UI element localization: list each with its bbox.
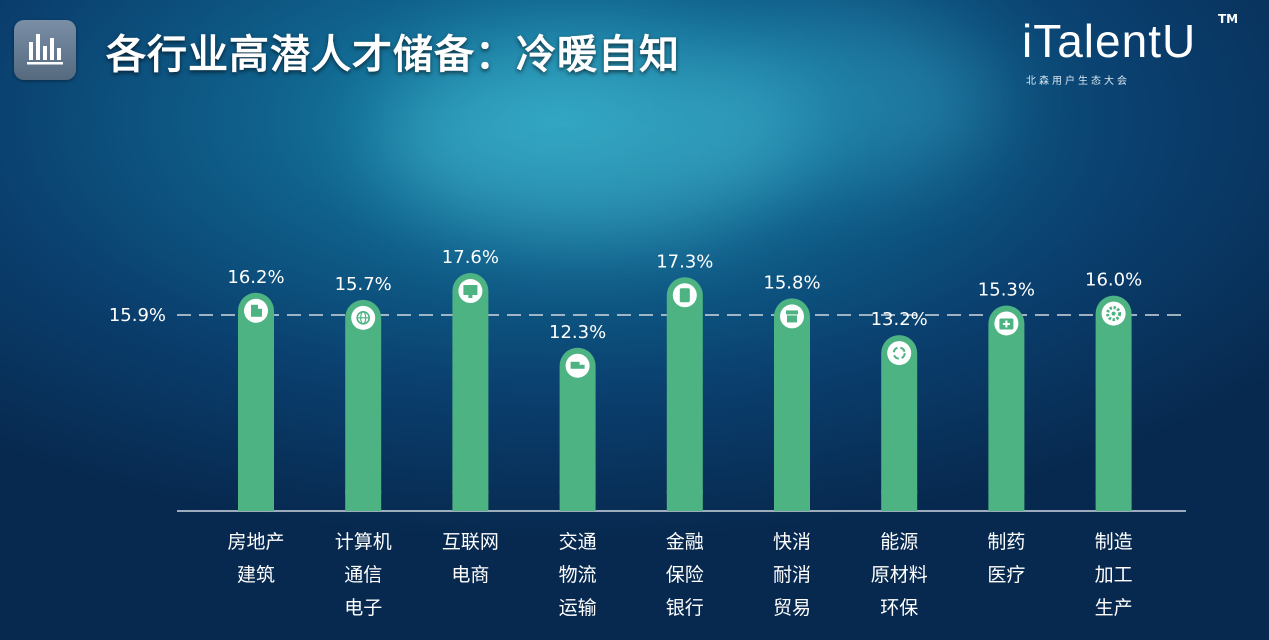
category-label: 能源 xyxy=(880,531,918,553)
value-label: 16.2% xyxy=(227,267,284,288)
money-icon xyxy=(672,283,697,308)
category-label: 加工 xyxy=(1095,564,1133,586)
recycle-icon xyxy=(887,341,912,366)
shop-icon xyxy=(780,304,804,329)
bar-base xyxy=(774,491,810,511)
category-label: 互联网 xyxy=(442,531,499,553)
bar xyxy=(988,305,1025,511)
category-label: 运输 xyxy=(559,597,597,619)
globe-icon xyxy=(351,305,376,330)
category-label: 制药 xyxy=(987,531,1025,553)
reference-label: 15.9% xyxy=(109,305,166,326)
bar xyxy=(666,277,703,511)
category-label: 电子 xyxy=(344,597,382,619)
category-label: 计算机 xyxy=(335,531,392,553)
value-label: 15.7% xyxy=(335,274,392,295)
value-label: 13.2% xyxy=(871,309,928,330)
category-label: 医疗 xyxy=(987,564,1025,586)
category-label: 交通 xyxy=(559,531,597,553)
value-label: 12.3% xyxy=(549,322,606,343)
truck-icon xyxy=(565,353,590,378)
page-title: 各行业高潜人才储备：冷暖自知 xyxy=(106,32,680,78)
bar-base xyxy=(881,491,918,511)
category-label: 耐消 xyxy=(773,564,811,586)
bar-base xyxy=(238,491,274,511)
bar-base xyxy=(988,491,1025,511)
bar xyxy=(238,292,274,511)
bar-base xyxy=(666,491,703,511)
category-label: 建筑 xyxy=(237,564,275,586)
bar-base xyxy=(559,491,596,511)
brand-name: iTalentU xyxy=(1022,15,1197,67)
value-label: 17.3% xyxy=(656,251,713,272)
category-label: 房地产 xyxy=(227,531,284,553)
category-label: 快消 xyxy=(773,531,811,553)
category-label: 物流 xyxy=(559,564,597,586)
monitor-chart-icon xyxy=(458,279,483,304)
category-label: 贸易 xyxy=(773,597,811,619)
bar-base xyxy=(345,491,382,511)
value-label: 17.6% xyxy=(442,247,499,268)
category-label: 银行 xyxy=(666,597,704,619)
value-label: 15.8% xyxy=(763,272,820,293)
bar-base xyxy=(452,491,489,511)
category-label: 金融 xyxy=(666,531,704,553)
brand-trademark: TM xyxy=(1218,12,1239,26)
brand-subtitle: 北森用户生态大会 xyxy=(1026,76,1130,87)
building-icon xyxy=(244,298,268,323)
category-label: 生产 xyxy=(1095,597,1133,619)
category-label: 保险 xyxy=(666,564,704,586)
category-label: 制造 xyxy=(1095,531,1133,553)
category-label: 原材料 xyxy=(871,564,928,586)
bar xyxy=(774,298,810,511)
brand-logo: iTalentU TM 北森用户生态大会 xyxy=(1022,10,1252,90)
bar xyxy=(345,299,382,511)
category-label: 环保 xyxy=(880,597,918,619)
value-label: 16.0% xyxy=(1085,270,1142,291)
bar-base xyxy=(1095,491,1132,511)
bar xyxy=(1095,295,1132,511)
medical-kit-icon xyxy=(994,311,1019,336)
value-label: 15.3% xyxy=(978,279,1035,300)
bar-chart-icon xyxy=(14,20,76,80)
category-label: 电商 xyxy=(451,564,489,586)
bar xyxy=(559,347,596,511)
category-label: 通信 xyxy=(344,564,382,586)
gear-icon xyxy=(1101,301,1126,326)
bar xyxy=(452,273,489,511)
bar xyxy=(881,335,918,511)
